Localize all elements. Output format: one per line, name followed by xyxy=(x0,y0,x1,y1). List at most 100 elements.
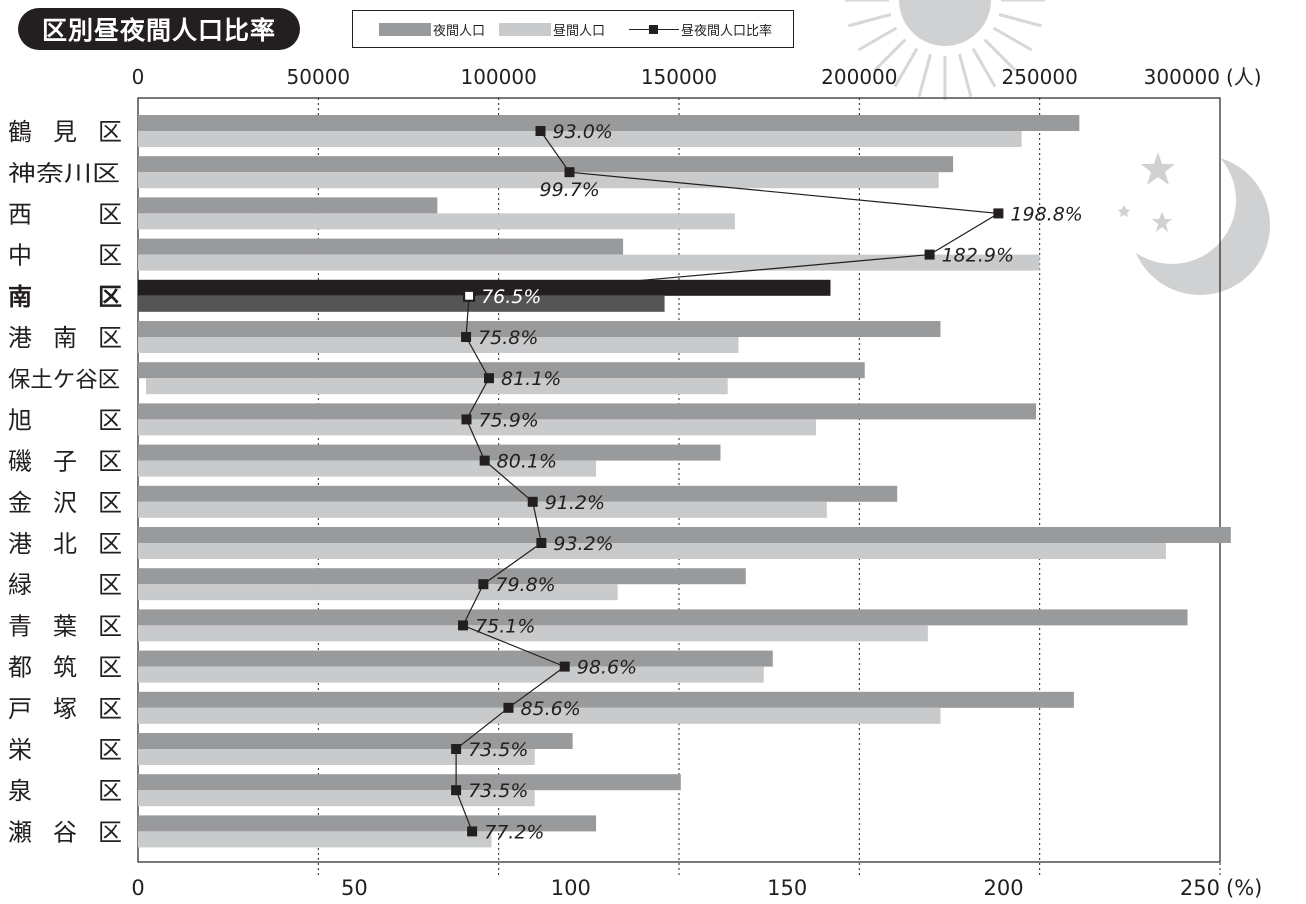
category-label: 南 区 xyxy=(8,283,122,311)
bar-night xyxy=(138,403,1037,420)
category-label: 港 南 区 xyxy=(8,324,122,352)
bar-night xyxy=(138,321,941,337)
category-label: 戸 塚 区 xyxy=(8,695,122,723)
category-label: 都 筑 区 xyxy=(8,654,122,682)
category-label: 中 区 xyxy=(8,242,122,270)
ratio-label: 75.8% xyxy=(478,327,538,349)
star-icon xyxy=(1118,205,1130,217)
category-label: 栄 区 xyxy=(8,736,122,764)
ratio-marker xyxy=(527,496,538,507)
top-tick-label: 50000 xyxy=(287,65,351,89)
top-tick-label: 0 xyxy=(132,65,145,89)
bottom-tick-label: 0 xyxy=(131,876,144,900)
bar-day xyxy=(138,337,739,353)
ratio-label: 81.1% xyxy=(501,368,561,390)
bar-night xyxy=(138,485,898,502)
bottom-tick-label: 50 xyxy=(341,876,368,900)
category-label: 西 区 xyxy=(8,200,122,228)
sun-disc xyxy=(899,0,991,46)
bar-day xyxy=(146,378,728,395)
bar-day xyxy=(138,625,928,642)
legend-day: 昼間人口 xyxy=(499,11,605,47)
sun-ray xyxy=(971,47,997,88)
bar-day xyxy=(138,131,1022,147)
ratio-marker xyxy=(564,167,575,178)
legend-night-label: 夜間人口 xyxy=(433,23,486,39)
ratio-marker xyxy=(451,744,462,754)
bar-night xyxy=(138,650,773,667)
ratio-label: 198.8% xyxy=(1010,203,1082,225)
moon-icon xyxy=(1108,136,1270,295)
bar-day xyxy=(138,749,535,765)
category-label: 泉 区 xyxy=(8,777,122,805)
ratio-label: 99.7% xyxy=(540,179,600,201)
top-tick-label: 250000 xyxy=(1001,65,1077,89)
top-axis: 0 50000 100000 150000 200000 250000 300000 (人) xyxy=(132,65,1262,89)
sun-ray xyxy=(992,26,1033,52)
bottom-tick-label: 200 xyxy=(984,876,1024,900)
category-label: 磯 子 区 xyxy=(8,448,122,476)
bar-day xyxy=(138,172,939,189)
top-tick-label: 200000 xyxy=(821,65,897,89)
legend-night-swatch xyxy=(379,22,431,36)
category-label: 神奈川区 xyxy=(8,162,120,187)
star-icon xyxy=(1152,212,1172,232)
ratio-marker xyxy=(479,455,490,466)
sun-ray xyxy=(998,13,1042,28)
legend-ratio: 昼夜間人口比率 xyxy=(629,11,772,47)
ratio-marker xyxy=(461,332,472,342)
ratio-marker xyxy=(467,826,478,837)
ratio-label: 80.1% xyxy=(497,451,557,473)
bar-day xyxy=(138,419,817,436)
sun-ray xyxy=(848,13,892,28)
category-label: 緑 区 xyxy=(8,571,122,599)
bar-night xyxy=(138,444,721,461)
category-label: 青 葉 区 xyxy=(8,612,122,640)
legend-night: 夜間人口 xyxy=(379,11,485,47)
ratio-label: 91.2% xyxy=(545,492,605,514)
bottom-axis: 0 50 100 150 200 250 (%) xyxy=(131,876,1262,900)
ratio-marker xyxy=(462,289,476,302)
bar-night xyxy=(138,115,1080,131)
ratio-marker xyxy=(993,208,1004,219)
ratio-label: 73.5% xyxy=(468,739,528,761)
ratio-label: 76.5% xyxy=(481,286,541,308)
bar-day xyxy=(138,254,1040,271)
bar-day xyxy=(138,707,941,724)
ratio-label: 85.6% xyxy=(520,698,580,720)
ratio-label: 98.6% xyxy=(577,657,637,679)
bar-night xyxy=(138,815,597,832)
ratio-label: 93.2% xyxy=(553,533,613,555)
bottom-tick-label: 150 xyxy=(767,876,807,900)
top-axis-unit: (人) xyxy=(1226,65,1262,89)
ratio-marker xyxy=(484,373,495,384)
bar-night xyxy=(138,774,681,791)
ratio-label: 93.0% xyxy=(553,121,613,143)
bars xyxy=(138,115,1231,848)
decoration xyxy=(845,0,1270,295)
bar-day xyxy=(138,584,618,601)
top-tick-label: 100000 xyxy=(460,65,536,89)
bar-day xyxy=(138,213,735,230)
sun-ray xyxy=(917,53,932,97)
ratio-label: 73.5% xyxy=(468,780,528,802)
bar-night xyxy=(138,156,954,173)
sun-ray xyxy=(983,38,1017,72)
sun-ray xyxy=(873,38,907,72)
ratio-label: 182.9% xyxy=(942,245,1014,267)
ratio-marker xyxy=(535,126,546,136)
bar-night xyxy=(138,609,1188,626)
category-label: 瀬 谷 区 xyxy=(8,818,122,846)
ratio-marker xyxy=(536,538,547,548)
bottom-axis-unit: (%) xyxy=(1226,876,1262,900)
bar-night xyxy=(138,527,1231,543)
legend-day-swatch xyxy=(499,22,551,36)
sun-icon xyxy=(845,0,1045,100)
bar-night xyxy=(138,568,746,585)
bar-night xyxy=(138,279,831,296)
bar-day xyxy=(138,501,827,518)
legend-ratio-marker xyxy=(629,23,679,36)
bottom-tick-label: 250 xyxy=(1180,876,1220,900)
bar-night xyxy=(138,197,438,214)
